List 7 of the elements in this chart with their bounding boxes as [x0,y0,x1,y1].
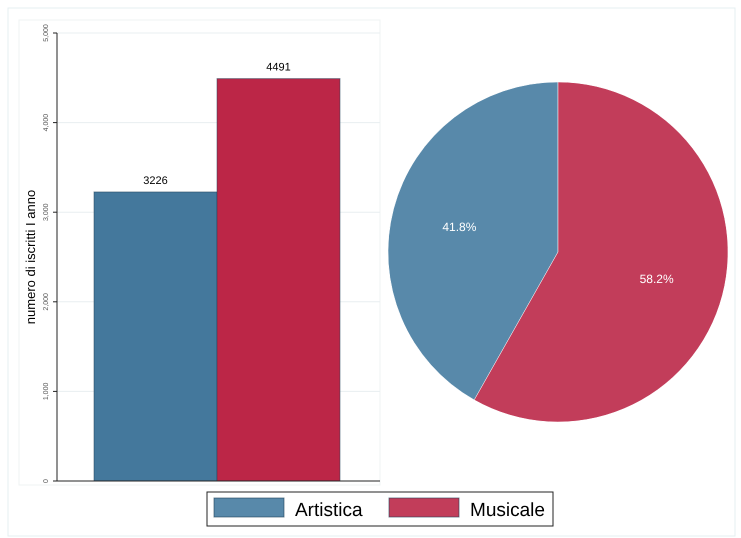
y-axis-title: numero di iscritti I anno [23,190,38,324]
data-label: 41.8% [442,220,477,234]
legend-label: Artistica [295,500,363,521]
data-label: 58.2% [640,272,674,286]
data-label: 3226 [143,174,168,187]
legend-label: Musicale [470,500,545,521]
data-label: 4491 [266,62,291,74]
